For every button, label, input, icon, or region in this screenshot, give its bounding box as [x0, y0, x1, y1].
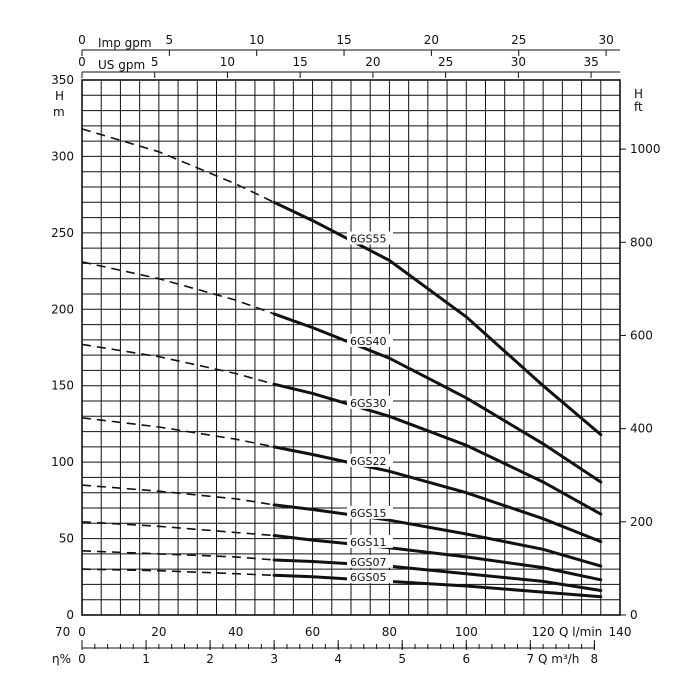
- series-dashed-6GS15: [81, 484, 275, 506]
- bottom-tick-label: 60: [305, 625, 320, 639]
- series-dashed-6GS30: [81, 343, 275, 385]
- top-outer-axis-tick-label: 10: [249, 33, 264, 47]
- secondary-bottom-axis-label: Q m³/h: [538, 652, 579, 666]
- secondary-tick-label: 6: [462, 652, 470, 666]
- series-dashed-6GS22: [81, 417, 275, 448]
- top-outer-axis-tick-label: 30: [598, 33, 613, 47]
- secondary-tick-label: 5: [398, 652, 406, 666]
- secondary-tick-label: 0: [78, 652, 86, 666]
- series-label-bg: [347, 453, 393, 467]
- left-tick-label: 0: [66, 608, 74, 622]
- right-tick-label: 1000: [630, 142, 661, 156]
- series-label-6GS40: 6GS40: [350, 335, 387, 348]
- series-label-bg: [347, 570, 393, 584]
- top-outer-axis-label: Imp gpm: [98, 36, 152, 50]
- left-tick-label: 150: [51, 379, 74, 393]
- secondary-tick-label: 3: [270, 652, 278, 666]
- left-axis-label-bottom: m: [53, 105, 65, 119]
- top-inner-axis-tick-label: 10: [220, 55, 235, 69]
- top-inner-axis-tick-label: 35: [583, 55, 598, 69]
- top-inner-axis-tick-label: 15: [293, 55, 308, 69]
- bottom-tick-label: 140: [609, 625, 632, 639]
- series-label-6GS15: 6GS15: [350, 507, 387, 520]
- left-tick-label: 50: [59, 532, 74, 546]
- series-label-bg: [347, 505, 393, 519]
- secondary-tick-label: 1: [142, 652, 150, 666]
- top-outer-axis-tick-label: 15: [336, 33, 351, 47]
- series-label-6GS07: 6GS07: [350, 556, 387, 569]
- top-outer-axis-tick-label: 20: [424, 33, 439, 47]
- bottom-tick-label: 0: [78, 625, 86, 639]
- bottom-tick-label: 100: [455, 625, 478, 639]
- top-outer-axis-tick-label: 25: [511, 33, 526, 47]
- curves: [81, 128, 603, 599]
- series-label-6GS22: 6GS22: [350, 455, 387, 468]
- efficiency-max-label: 70: [55, 625, 70, 639]
- left-tick-label: 250: [51, 226, 74, 240]
- series-solid-6GS55: [272, 200, 603, 437]
- series-label-6GS11: 6GS11: [350, 536, 387, 549]
- bottom-tick-label: 80: [382, 625, 397, 639]
- efficiency-symbol: η%: [52, 652, 71, 666]
- series-label-bg: [347, 333, 393, 347]
- right-tick-label: 600: [630, 328, 653, 342]
- top-inner-axis-tick-label: 0: [78, 55, 86, 69]
- left-tick-label: 100: [51, 455, 74, 469]
- right-tick-label: 400: [630, 422, 653, 436]
- series-solid-6GS07: [272, 558, 603, 592]
- series-label-bg: [347, 231, 393, 245]
- right-axis-label-top: H: [634, 87, 643, 101]
- top-inner-axis-tick-label: 20: [365, 55, 380, 69]
- left-tick-label: 350: [51, 73, 74, 87]
- series-solid-6GS40: [272, 312, 603, 484]
- top-inner-axis-tick-label: 25: [438, 55, 453, 69]
- series-label-bg: [347, 395, 393, 409]
- bottom-tick-label: 40: [228, 625, 243, 639]
- top-inner-axis-tick-label: 5: [151, 55, 159, 69]
- secondary-tick-label: 8: [591, 652, 599, 666]
- right-tick-label: 0: [630, 608, 638, 622]
- series-label-bg: [347, 554, 393, 568]
- right-tick-label: 200: [630, 515, 653, 529]
- top-inner-axis-label: US gpm: [98, 58, 145, 72]
- series-solid-6GS05: [272, 573, 603, 599]
- series-label-6GS30: 6GS30: [350, 397, 387, 410]
- series-solid-6GS11: [272, 534, 603, 582]
- secondary-tick-label: 7: [527, 652, 535, 666]
- left-axis-label-top: H: [55, 89, 64, 103]
- secondary-tick-label: 4: [334, 652, 342, 666]
- series-dashed-6GS55: [81, 128, 275, 204]
- plot-frame: [81, 79, 621, 616]
- series-dashed-6GS11: [81, 521, 275, 537]
- right-axis-label-bottom: ft: [634, 100, 643, 114]
- series-dashed-6GS07: [81, 550, 275, 561]
- left-tick-label: 200: [51, 302, 74, 316]
- top-outer-axis-tick-label: 5: [166, 33, 174, 47]
- series-solid-6GS15: [272, 503, 603, 568]
- bottom-tick-label: 120: [532, 625, 555, 639]
- series-solid-6GS22: [272, 445, 603, 544]
- series-label-bg: [347, 534, 393, 548]
- series-label-6GS55: 6GS55: [350, 233, 387, 246]
- top-outer-axis-tick-label: 0: [78, 33, 86, 47]
- bottom-axis-label: Q l/min: [559, 625, 602, 639]
- secondary-tick-label: 2: [206, 652, 214, 666]
- right-tick-label: 800: [630, 235, 653, 249]
- series-label-6GS05: 6GS05: [350, 571, 387, 584]
- top-inner-axis-tick-label: 30: [511, 55, 526, 69]
- left-tick-label: 300: [51, 149, 74, 163]
- series-dashed-6GS05: [81, 568, 275, 577]
- bottom-tick-label: 20: [151, 625, 166, 639]
- series-solid-6GS30: [272, 382, 603, 516]
